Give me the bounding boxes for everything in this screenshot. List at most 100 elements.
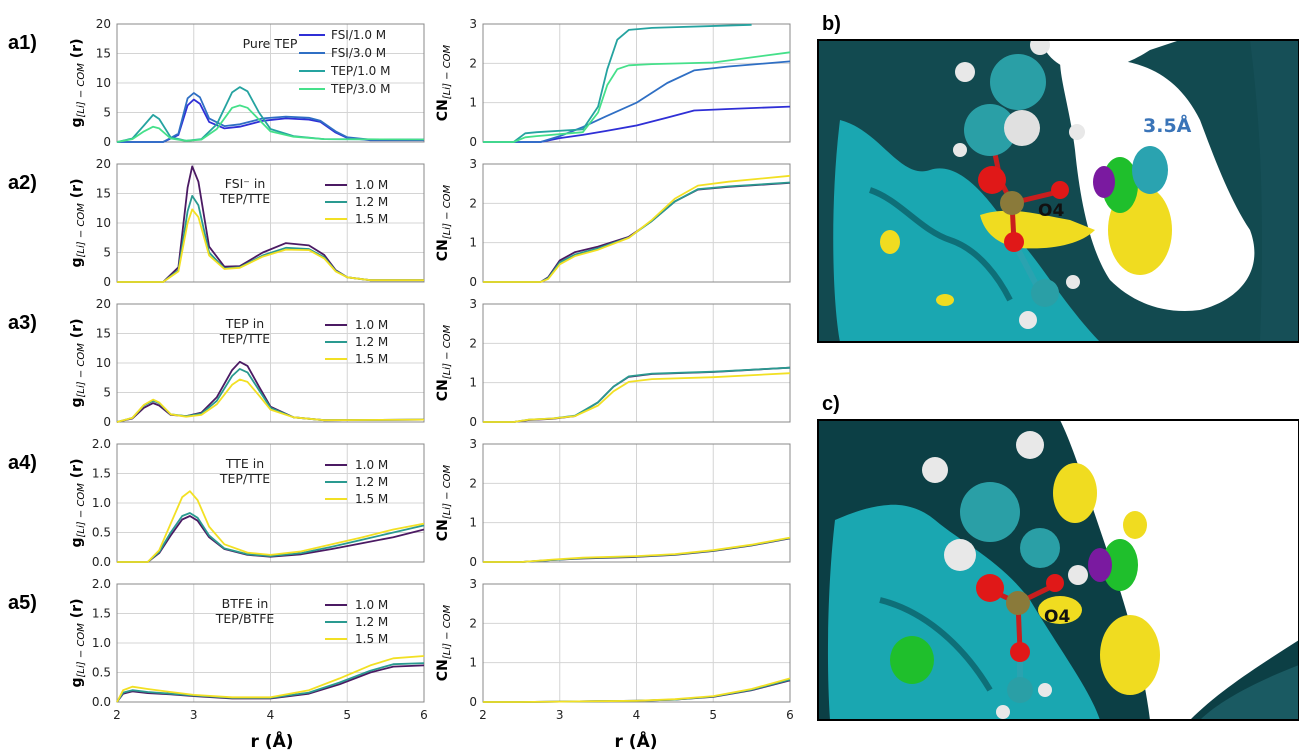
y-tick-label: 0 (469, 275, 477, 289)
panel-annotation: FSI⁻ in (225, 176, 266, 191)
plot-frame (116, 583, 425, 703)
cn-plot-a5: 2 3 4 5 6 0 1 2 3 CN[Li] − COM (435, 577, 794, 722)
x-tick-label: 6 (786, 708, 794, 722)
y-tick-label: 1.0 (92, 636, 111, 650)
series-line (116, 86, 425, 143)
series-line (483, 372, 791, 423)
rdf-plot-a2: 0 5 10 15 20 g[Li] − COM (r) a2) FSI⁻ inTEP/TTE… (8, 157, 425, 289)
legend-label: 1.0 M (355, 458, 388, 472)
plot-frame (482, 443, 791, 563)
panel-label: a1) (8, 32, 37, 54)
series-line (117, 512, 425, 563)
y-tick-label: 2 (469, 476, 477, 490)
plot-frame (482, 23, 791, 143)
y-tick-label: 3 (469, 297, 477, 311)
y-tick-label: 0 (469, 555, 477, 569)
plot-frame (116, 163, 425, 283)
y-tick-label: 0.5 (92, 666, 111, 680)
plot-frame (482, 583, 791, 703)
y-tick-label: 0 (469, 695, 477, 709)
cn-plot-a1: 0 1 2 3 CN[Li] − COM (435, 17, 791, 149)
y-tick-label: 1.5 (92, 607, 111, 621)
legend: FSI/1.0 M FSI/3.0 M TEP/1.0 M TEP/3.0 M (299, 28, 390, 96)
y-axis-label: g[Li] − COM (r) (69, 459, 87, 548)
y-tick-label: 10 (96, 216, 111, 230)
plot-frame (482, 303, 791, 423)
legend-label: 1.5 M (355, 492, 388, 506)
y-tick-label: 10 (96, 76, 111, 90)
y-axis-label: g[Li] − COM (r) (69, 179, 87, 268)
legend-label: 1.2 M (355, 475, 388, 489)
x-tick-label: 5 (343, 708, 351, 722)
y-tick-label: 3 (469, 437, 477, 451)
series-line (483, 51, 791, 143)
series-line (483, 60, 791, 143)
panel-annotation: TTE in (225, 456, 264, 471)
y-tick-label: 10 (96, 356, 111, 370)
x-axis-label-left: r (Å) (251, 729, 294, 752)
distance-label: 3.5Å (1143, 113, 1192, 137)
y-tick-label: 5 (103, 246, 111, 260)
legend-label: 1.2 M (355, 615, 388, 629)
panel-annotation: TEP in (225, 316, 264, 331)
panel-label-b: b) (822, 13, 841, 35)
panel-b: b) (817, 13, 1299, 343)
legend-label: FSI/3.0 M (331, 46, 386, 60)
legend-label: 1.0 M (355, 178, 388, 192)
y-tick-label: 20 (96, 297, 111, 311)
y-tick-label: 0 (103, 415, 111, 429)
x-tick-label: 2 (113, 708, 121, 722)
x-tick-label: 4 (633, 708, 641, 722)
cn-plot-a2: 0 1 2 3 CN[Li] − COM (435, 157, 791, 289)
y-tick-label: 0.0 (92, 555, 111, 569)
x-tick-label: 5 (709, 708, 717, 722)
y-axis-label: CN[Li] − COM (435, 324, 453, 401)
legend: 1.0 M 1.2 M 1.5 M (325, 318, 388, 366)
plot-frame (482, 163, 791, 283)
panel-annotation: TEP/TTE (219, 471, 270, 486)
y-tick-label: 3 (469, 157, 477, 171)
y-tick-label: 3 (469, 17, 477, 31)
plot-frame (116, 443, 425, 563)
legend: 1.0 M 1.2 M 1.5 M (325, 178, 388, 226)
panel-annotation: TEP/TTE (219, 331, 270, 346)
y-tick-label: 0 (103, 135, 111, 149)
y-tick-label: 1 (469, 656, 477, 670)
series-line (483, 677, 791, 703)
isosurface-render-c (818, 420, 1299, 720)
isosurface-render-b (818, 40, 1299, 342)
y-axis-label: g[Li] − COM (r) (69, 39, 87, 128)
y-tick-label: 0 (469, 415, 477, 429)
y-tick-label: 2 (469, 196, 477, 210)
legend-label: 1.5 M (355, 212, 388, 226)
y-tick-label: 1 (469, 376, 477, 390)
panel-annotation: Pure TEP (243, 36, 298, 51)
plot-frame (116, 23, 425, 143)
y-tick-label: 2 (469, 336, 477, 350)
y-tick-label: 2.0 (92, 577, 111, 591)
rdf-plot-a4: 0.0 0.5 1.0 1.5 2.0 g[Li] − COM (r) a4) TTE inT… (8, 437, 425, 569)
y-tick-label: 1.0 (92, 496, 111, 510)
y-tick-label: 0.0 (92, 695, 111, 709)
y-axis-label: g[Li] − COM (r) (69, 319, 87, 408)
panel-annotation: TEP/TTE (219, 191, 270, 206)
x-tick-label: 4 (267, 708, 275, 722)
legend-label: TEP/1.0 M (330, 64, 390, 78)
legend-label: FSI/1.0 M (331, 28, 386, 42)
y-tick-label: 3 (469, 577, 477, 591)
legend-label: 1.5 M (355, 632, 388, 646)
legend: 1.0 M 1.2 M 1.5 M (325, 458, 388, 506)
y-tick-label: 1 (469, 516, 477, 530)
y-axis-label: CN[Li] − COM (435, 464, 453, 541)
y-tick-label: 1.5 (92, 467, 111, 481)
rdf-plot-a5: 2 3 4 5 6 0.0 0.5 1.0 1.5 2.0 g[Li] − COM (r) a5) BT… (8, 577, 428, 722)
y-axis-label: CN[Li] − COM (435, 44, 453, 121)
legend-label: 1.2 M (355, 335, 388, 349)
panel-label: a5) (8, 592, 37, 614)
cn-plot-a3: 0 1 2 3 CN[Li] − COM (435, 297, 791, 429)
legend-label: 1.0 M (355, 598, 388, 612)
